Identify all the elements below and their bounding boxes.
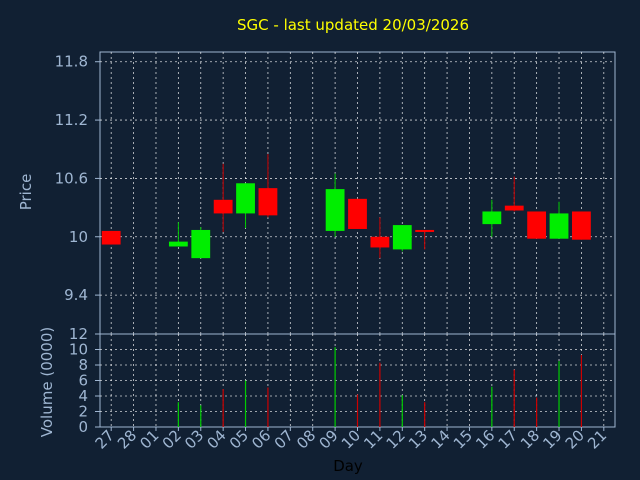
- volume-tick-label: 6: [78, 372, 88, 390]
- volume-tick-label: 10: [69, 341, 88, 359]
- x-axis-ticks: 2728010203040506070809101112131415161718…: [92, 426, 611, 452]
- price-tick-label: 10.6: [55, 169, 88, 187]
- volume-tick-label: 0: [78, 418, 88, 436]
- price-tick-label: 11.2: [55, 111, 88, 129]
- candle-body: [527, 211, 547, 239]
- candle-body: [572, 211, 591, 240]
- chart-title: SGC - last updated 20/03/2026: [237, 16, 469, 34]
- candle-body: [504, 205, 524, 211]
- price-axis-label: Price: [17, 174, 35, 211]
- volume-tick-label: 12: [69, 325, 88, 343]
- price-panel: 11.8 11.2 10.6 10 9.4: [55, 51, 616, 335]
- volume-tick-label: 4: [78, 387, 88, 405]
- candle-body: [482, 211, 502, 225]
- candle-body: [415, 229, 435, 232]
- price-tick-label: 10: [69, 228, 88, 246]
- candle-body: [325, 189, 345, 231]
- candle-body: [101, 230, 121, 245]
- candle-body: [191, 229, 211, 259]
- candle-body: [213, 199, 233, 214]
- price-tick-label: 9.4: [64, 286, 88, 304]
- candle-body: [168, 241, 188, 247]
- volume-tick-label: 2: [78, 403, 88, 421]
- candle-body: [236, 183, 255, 214]
- candle-body: [549, 213, 569, 239]
- candle-body: [370, 236, 390, 248]
- volume-tick-label: 8: [78, 356, 88, 374]
- price-tick-label: 11.8: [55, 53, 88, 71]
- volume-axis-label: Volume (0000): [38, 327, 56, 437]
- day-axis-label: Day: [333, 457, 363, 475]
- candle-body: [258, 188, 278, 216]
- candle-body: [348, 198, 367, 229]
- candle-body: [392, 225, 412, 250]
